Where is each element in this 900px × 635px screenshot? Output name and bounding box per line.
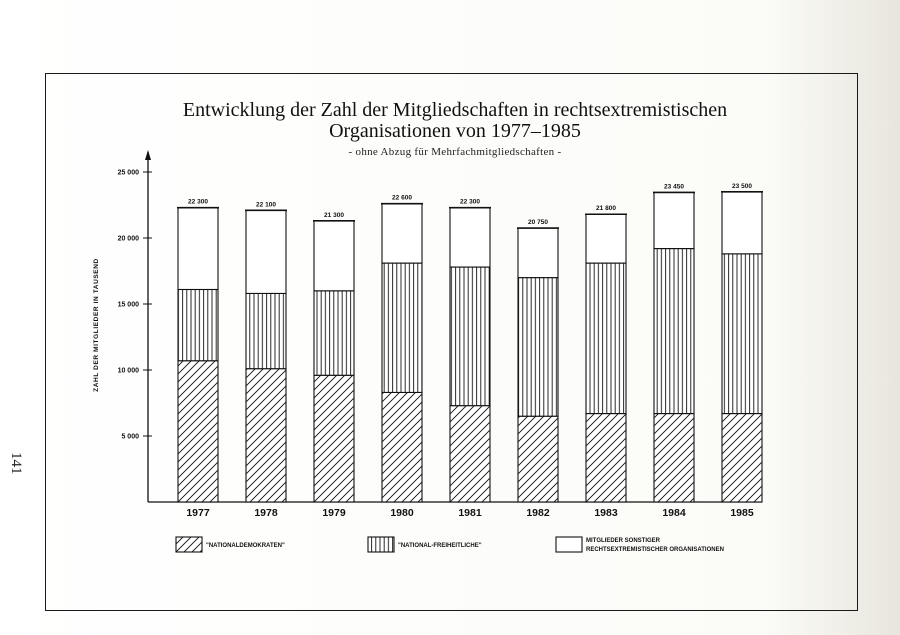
bar-segment-sonstige <box>721 191 763 255</box>
legend-national-freiheitliche-swatch <box>367 536 395 553</box>
bar-segment-sonstige <box>245 209 287 294</box>
chart-title-line-2: Organisationen von 1977–1985 <box>329 120 581 142</box>
x-tick-label: 1981 <box>458 507 482 519</box>
y-axis-label: ZAHL DER MITGLIEDER IN TAUSEND <box>93 258 100 392</box>
bar-segment-sonstige <box>653 191 695 250</box>
bar-segment-national-freiheitliche <box>381 262 423 393</box>
x-tick-label: 1977 <box>186 507 210 519</box>
bar-segment-nationaldemokraten <box>177 360 219 503</box>
legend-national-freiheitliche-label: "NATIONAL-FREIHEITLICHE" <box>398 543 482 549</box>
chart-subtitle: - ohne Abzug für Mehrfachmitgliedschafte… <box>348 146 562 158</box>
bar-segment-national-freiheitliche <box>245 292 287 370</box>
bar-segment-nationaldemokraten <box>653 413 695 503</box>
y-tick-label: 20 000 <box>118 236 140 243</box>
y-tick-label: 15 000 <box>118 302 140 309</box>
x-tick-label: 1978 <box>254 507 278 519</box>
bar-segment-sonstige <box>517 227 559 279</box>
bar-total-label: 20 750 <box>528 219 548 226</box>
x-tick-label: 1982 <box>526 507 550 519</box>
y-tick-label: 25 000 <box>118 170 140 177</box>
bar-total-label: 22 100 <box>256 201 276 208</box>
bar-segment-nationaldemokraten <box>381 391 423 503</box>
figure-frame <box>45 73 858 611</box>
bar-total-label: 21 800 <box>596 205 616 212</box>
y-tick-label: 10 000 <box>118 368 140 375</box>
x-tick-label: 1980 <box>390 507 414 519</box>
bar-segment-national-freiheitliche <box>721 253 763 415</box>
bar-segment-sonstige <box>381 203 423 264</box>
bar-segment-nationaldemokraten <box>449 405 491 503</box>
bar-total-label: 22 300 <box>188 199 208 206</box>
bar-total-label: 23 500 <box>732 183 752 190</box>
bar-total-label: 23 450 <box>664 183 684 190</box>
bar-segment-sonstige <box>177 207 219 291</box>
bar-segment-sonstige <box>585 213 627 264</box>
x-tick-label: 1979 <box>322 507 346 519</box>
bar-segment-national-freiheitliche <box>449 266 491 407</box>
bar-segment-nationaldemokraten <box>245 368 287 503</box>
legend-nationaldemokraten-label: "NATIONALDEMOKRATEN" <box>206 543 285 549</box>
bar-segment-nationaldemokraten <box>585 413 627 503</box>
bar-segment-national-freiheitliche <box>517 277 559 417</box>
bar-segment-national-freiheitliche <box>177 288 219 362</box>
bar-segment-national-freiheitliche <box>653 248 695 415</box>
bar-total-label: 22 300 <box>460 199 480 206</box>
chart-title-line-1: Entwicklung der Zahl der Mitgliedschafte… <box>182 99 728 121</box>
legend-sonstige-label-line-1: MITGLIEDER SONSTIGER <box>586 538 661 544</box>
bar-segment-sonstige <box>313 220 355 292</box>
bar-segment-national-freiheitliche <box>585 262 627 415</box>
x-tick-label: 1985 <box>730 507 754 519</box>
bar-segment-national-freiheitliche <box>313 290 355 376</box>
legend-sonstige-swatch <box>555 536 583 553</box>
bar-total-label: 21 300 <box>324 212 344 219</box>
y-axis-arrow <box>145 150 151 160</box>
bar-segment-nationaldemokraten <box>721 413 763 503</box>
bar-total-label: 22 600 <box>392 195 412 202</box>
bar-segment-sonstige <box>449 207 491 268</box>
x-tick-label: 1984 <box>662 507 686 519</box>
legend-sonstige-label-line-2: RECHTSEXTREMISTISCHER ORGANISATIONEN <box>586 547 724 553</box>
bar-segment-nationaldemokraten <box>517 415 559 503</box>
x-tick-label: 1983 <box>594 507 618 519</box>
bar-segment-nationaldemokraten <box>313 374 355 503</box>
legend-nationaldemokraten-swatch <box>175 536 203 553</box>
y-tick-label: 5 000 <box>121 434 139 441</box>
